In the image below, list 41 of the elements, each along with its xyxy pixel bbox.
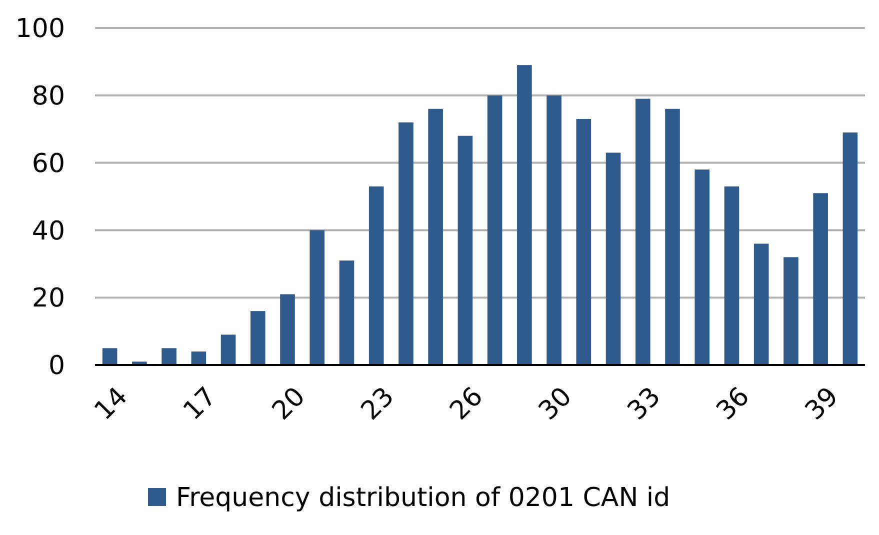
bar <box>635 98 650 365</box>
bar <box>546 95 562 365</box>
bar <box>368 186 384 365</box>
bar <box>487 95 502 365</box>
bar <box>458 136 473 365</box>
bar <box>606 152 621 365</box>
x-tick-label: 39 <box>800 382 844 426</box>
y-tick-label: 80 <box>32 82 65 112</box>
bar <box>102 348 118 365</box>
bar <box>784 257 798 365</box>
x-tick-label: 14 <box>89 382 134 426</box>
bar <box>191 352 206 365</box>
bar <box>813 193 828 365</box>
bar <box>517 65 532 365</box>
bar <box>162 348 176 365</box>
y-tick-label: 60 <box>32 148 65 179</box>
bar <box>694 170 710 365</box>
bar <box>398 122 414 365</box>
bar <box>310 230 325 365</box>
bar <box>339 260 354 365</box>
bar <box>576 118 592 365</box>
y-tick-label: 40 <box>32 216 65 246</box>
bar <box>724 186 740 365</box>
legend-label: Frequency distribution of 0201 CAN id <box>176 483 670 514</box>
bar <box>220 334 236 365</box>
x-tick-label: 17 <box>178 382 222 426</box>
y-tick-label: 0 <box>48 351 65 382</box>
x-tick-label: 30 <box>533 382 578 426</box>
x-tick-label: 36 <box>710 382 756 426</box>
x-tick-label: 20 <box>266 382 312 426</box>
bar <box>250 311 266 365</box>
bar <box>665 108 680 365</box>
y-tick-label: 20 <box>32 284 65 314</box>
x-tick-label: 26 <box>444 382 490 426</box>
y-tick-label: 100 <box>15 14 65 44</box>
bar <box>842 132 858 365</box>
bar <box>754 244 769 365</box>
x-tick-label: 33 <box>622 382 667 426</box>
bar <box>428 108 443 365</box>
bar <box>280 294 295 365</box>
x-tick-label: 23 <box>356 382 400 426</box>
